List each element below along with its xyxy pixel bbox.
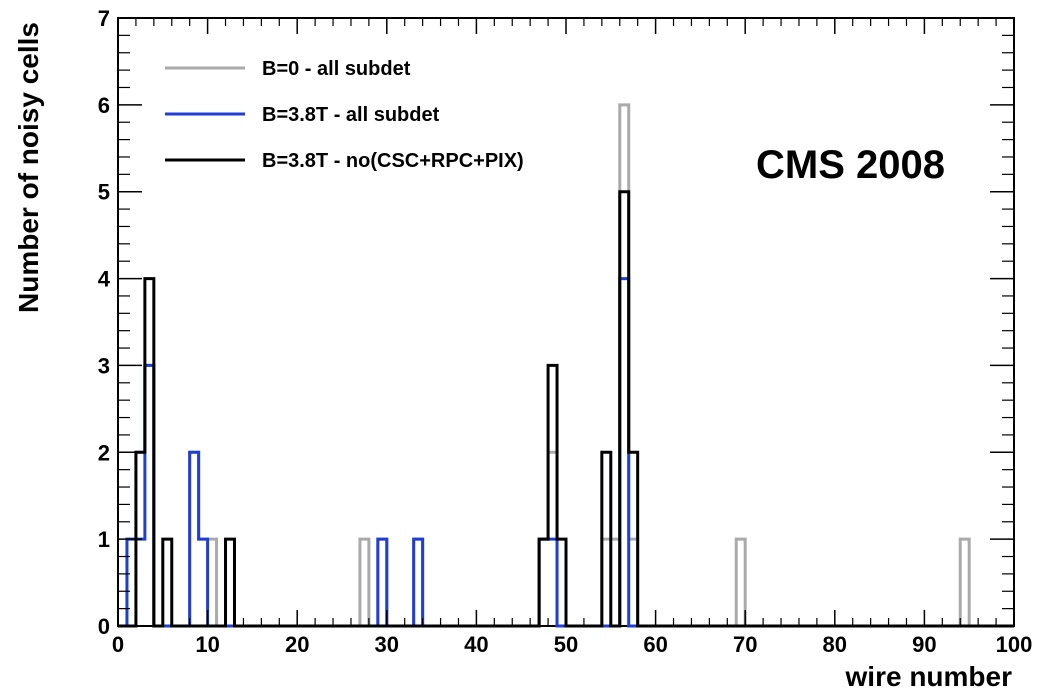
y-tick-label: 2 bbox=[98, 440, 110, 465]
legend-label-2: B=3.8T - no(CSC+RPC+PIX) bbox=[262, 150, 524, 172]
x-tick-label: 90 bbox=[912, 632, 936, 657]
y-tick-label: 5 bbox=[98, 180, 110, 205]
plot-frame bbox=[117, 17, 1015, 627]
x-tick-label: 10 bbox=[195, 632, 219, 657]
ticks-layer: 0 10 20 30 40 50 60 70 80 90 100 0 1 2 3 4 5 6 7 bbox=[98, 6, 1033, 657]
y-tick-label: 0 bbox=[98, 614, 110, 639]
y-tick-label: 1 bbox=[98, 527, 110, 552]
x-tick-label: 0 bbox=[112, 632, 124, 657]
x-tick-label: 40 bbox=[464, 632, 488, 657]
y-axis-label: Number of noisy cells bbox=[13, 22, 44, 313]
y-tick-label: 6 bbox=[98, 93, 110, 118]
x-axis-label: wire number bbox=[845, 661, 1013, 692]
series-layer bbox=[118, 103, 1014, 628]
legend-label-1: B=3.8T - all subdet bbox=[262, 104, 440, 126]
series-line-2 bbox=[118, 190, 1014, 628]
x-tick-label: 70 bbox=[733, 632, 757, 657]
legend-label-0: B=0 - all subdet bbox=[262, 58, 411, 80]
y-tick-label: 4 bbox=[98, 267, 111, 292]
y-tick-label: 3 bbox=[98, 353, 110, 378]
y-tick-label: 7 bbox=[98, 6, 110, 31]
cms-annotation: CMS 2008 bbox=[756, 143, 945, 187]
legend: B=0 - all subdet B=3.8T - all subdet B=3.8… bbox=[165, 58, 524, 172]
x-tick-label: 50 bbox=[554, 632, 578, 657]
x-tick-label: 100 bbox=[996, 632, 1033, 657]
x-tick-label: 30 bbox=[375, 632, 399, 657]
x-tick-label: 80 bbox=[823, 632, 847, 657]
x-tick-label: 20 bbox=[285, 632, 309, 657]
x-tick-label: 60 bbox=[643, 632, 667, 657]
